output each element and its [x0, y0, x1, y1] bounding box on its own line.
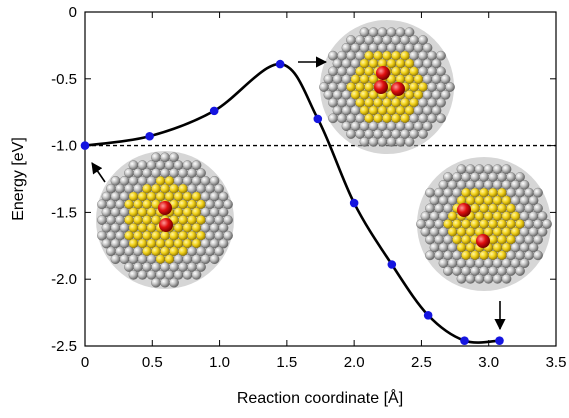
energy-curve-line: [84, 62, 500, 344]
y-tick-label: 0: [69, 4, 77, 21]
x-tick-label: 2.0: [344, 354, 365, 371]
oxygen-atom: [376, 66, 390, 80]
transition-state-cluster: [319, 20, 455, 154]
cluster-illustrations: [96, 20, 552, 291]
x-tick-label: 1.0: [209, 354, 230, 371]
data-point: [313, 114, 323, 124]
energy-curve: [84, 62, 500, 344]
x-tick-label: 3.5: [546, 354, 567, 371]
x-tick-label: 0: [81, 354, 89, 371]
x-tick-label: 1.5: [276, 354, 297, 371]
initial-state-arrow: [91, 162, 106, 183]
x-tick-label: 2.5: [411, 354, 432, 371]
y-tick-label: -1.5: [51, 204, 77, 221]
oxygen-atom: [374, 80, 388, 94]
y-tick-label: -1.0: [51, 138, 77, 155]
y-axis-title: Energy [eV]: [10, 137, 27, 221]
data-point: [209, 106, 219, 116]
data-point: [80, 141, 90, 150]
oxygen-atom: [158, 201, 172, 215]
final-state-cluster: [416, 157, 552, 291]
data-point: [495, 336, 504, 345]
y-tick-label: -2.5: [51, 338, 77, 355]
oxygen-atom: [159, 218, 173, 232]
oxygen-atom: [476, 234, 490, 248]
oxygen-atom: [457, 203, 471, 217]
x-axis-title: Reaction coordinate [Å]: [237, 388, 403, 407]
data-point: [460, 336, 469, 345]
plot-frame: [84, 11, 557, 347]
data-point: [275, 59, 285, 69]
data-point: [423, 310, 433, 320]
data-point: [349, 198, 359, 208]
axis-ticks: 0 0.5 1.0 1.5 2.0 2.5 3.0 3.5 0 -0.5 -1.0 -1.5 -2.0 -…: [51, 4, 566, 371]
x-tick-label: 3.0: [478, 354, 499, 371]
data-points: [80, 59, 504, 345]
oxygen-atom: [391, 82, 405, 96]
y-tick-label: -2.0: [51, 271, 77, 288]
y-tick-label: -0.5: [51, 71, 77, 88]
annotation-arrows: [91, 56, 506, 331]
initial-state-cluster: [96, 151, 234, 289]
data-point: [387, 260, 397, 269]
data-point: [145, 131, 154, 141]
x-tick-label: 0.5: [142, 354, 163, 371]
